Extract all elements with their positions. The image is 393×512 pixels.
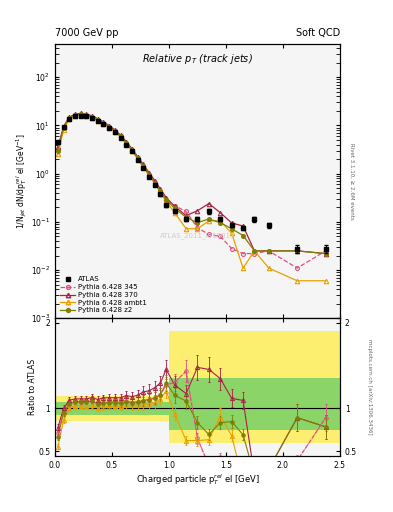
Bar xyxy=(192,378,203,430)
Bar xyxy=(89,401,95,415)
Bar xyxy=(66,396,72,421)
Bar xyxy=(163,396,169,421)
Bar xyxy=(146,401,152,415)
Bar xyxy=(158,401,163,415)
Bar xyxy=(123,396,129,421)
Text: Relative p$_{T}$ (track jets): Relative p$_{T}$ (track jets) xyxy=(142,52,253,66)
Bar xyxy=(226,378,237,430)
Bar xyxy=(146,396,152,421)
Bar xyxy=(129,401,135,415)
Bar xyxy=(118,401,123,415)
Bar xyxy=(203,331,215,443)
Bar xyxy=(311,378,340,430)
Bar xyxy=(311,331,340,443)
Text: ATLAS_2011_I919017: ATLAS_2011_I919017 xyxy=(160,232,235,239)
Bar xyxy=(84,396,89,421)
Bar xyxy=(89,396,95,421)
Bar xyxy=(180,378,192,430)
Bar xyxy=(84,401,89,415)
Y-axis label: mcplots.cern.ch [arXiv:1306.3436]: mcplots.cern.ch [arXiv:1306.3436] xyxy=(367,339,372,435)
Y-axis label: 1/N$_{jet}$ dN/dp$^{rel}_{T}$ el [GeV$^{-1}$]: 1/N$_{jet}$ dN/dp$^{rel}_{T}$ el [GeV$^{… xyxy=(15,133,29,229)
Bar xyxy=(249,378,260,430)
Bar xyxy=(106,396,112,421)
Bar xyxy=(141,401,146,415)
X-axis label: Charged particle p$^{rel}_{T}$ el [GeV]: Charged particle p$^{rel}_{T}$ el [GeV] xyxy=(136,472,259,487)
Bar xyxy=(101,396,106,421)
Bar xyxy=(61,401,66,415)
Bar xyxy=(249,331,260,443)
Bar xyxy=(283,331,312,443)
Bar xyxy=(135,396,141,421)
Y-axis label: Rivet 3.1.10, ≥ 2.6M events: Rivet 3.1.10, ≥ 2.6M events xyxy=(350,142,354,219)
Bar xyxy=(123,401,129,415)
Bar xyxy=(192,331,203,443)
Bar xyxy=(260,331,283,443)
Bar xyxy=(61,396,66,421)
Bar xyxy=(215,378,226,430)
Bar xyxy=(158,396,163,421)
Bar xyxy=(55,396,61,421)
Text: Soft QCD: Soft QCD xyxy=(296,28,340,38)
Bar xyxy=(95,396,101,421)
Bar xyxy=(78,396,84,421)
Bar xyxy=(78,401,84,415)
Bar xyxy=(226,331,237,443)
Bar xyxy=(95,401,101,415)
Legend: ATLAS, Pythia 6.428 345, Pythia 6.428 370, Pythia 6.428 ambt1, Pythia 6.428 z2: ATLAS, Pythia 6.428 345, Pythia 6.428 37… xyxy=(59,275,148,315)
Bar xyxy=(283,378,312,430)
Bar xyxy=(135,401,141,415)
Bar xyxy=(66,401,72,415)
Y-axis label: Ratio to ATLAS: Ratio to ATLAS xyxy=(28,359,37,415)
Bar xyxy=(106,401,112,415)
Bar xyxy=(72,401,78,415)
Bar xyxy=(55,401,61,415)
Bar xyxy=(152,396,158,421)
Bar xyxy=(203,378,215,430)
Bar xyxy=(260,378,283,430)
Bar xyxy=(169,378,180,430)
Bar xyxy=(101,401,106,415)
Bar xyxy=(118,396,123,421)
Bar xyxy=(163,401,169,415)
Bar xyxy=(112,396,118,421)
Bar xyxy=(237,378,249,430)
Bar xyxy=(141,396,146,421)
Bar xyxy=(237,331,249,443)
Text: 7000 GeV pp: 7000 GeV pp xyxy=(55,28,119,38)
Bar xyxy=(112,401,118,415)
Bar xyxy=(215,331,226,443)
Bar xyxy=(169,331,180,443)
Bar xyxy=(180,331,192,443)
Bar xyxy=(72,396,78,421)
Bar xyxy=(152,401,158,415)
Bar xyxy=(129,396,135,421)
